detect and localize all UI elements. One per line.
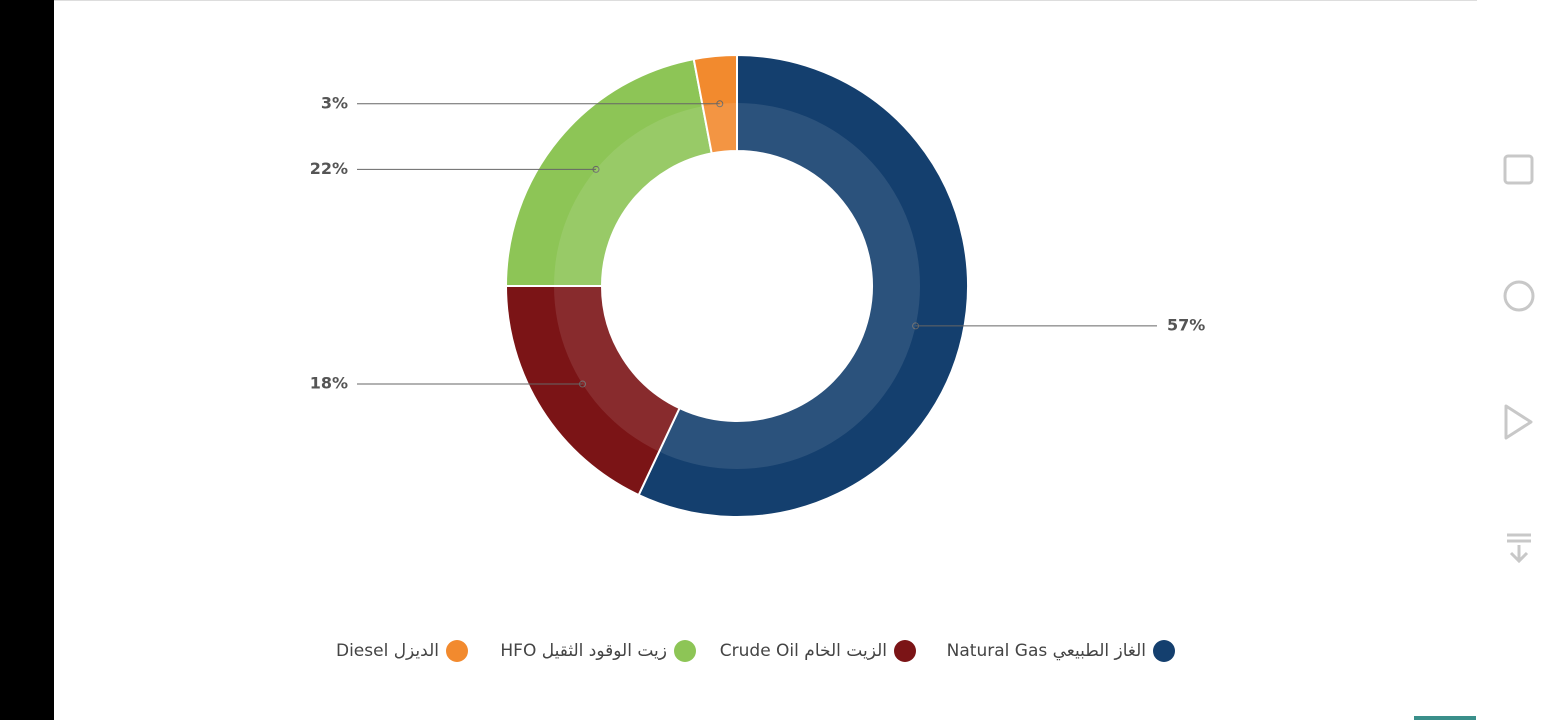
value-label: 18% [310,374,348,393]
slice [504,57,713,287]
left-bar [0,0,54,720]
label-dot [912,322,920,330]
legend-item[interactable]: الزيت الخام Crude Oil [720,640,916,662]
legend-swatch [446,640,468,662]
legend-label: زيت الوقود الثقيل HFO [500,641,667,661]
legend-label: الغاز الطبيعي Natural Gas [947,641,1146,661]
legend-item[interactable]: الديزل Diesel [336,640,468,662]
chart: 57% 18% 22% 3% الغاز الطبيعي Natural Gas الزي… [310,53,1205,662]
label-dot [592,165,600,173]
nav-bar [1503,154,1535,564]
home-button[interactable] [1503,280,1535,312]
label-dot [716,100,724,108]
legend-item[interactable]: الغاز الطبيعي Natural Gas [947,640,1175,662]
expand-button[interactable] [1507,533,1531,564]
legend-swatch [894,640,916,662]
value-label: 22% [310,159,348,178]
legend-item[interactable]: زيت الوقود الثقيل HFO [500,640,696,662]
value-label: 57% [1167,315,1205,334]
back-button[interactable] [1504,404,1533,440]
recent-button[interactable] [1503,154,1534,185]
label-dot [578,380,586,388]
bottom-tab [1414,716,1476,720]
legend-swatch [1153,640,1175,662]
legend-label: الديزل Diesel [336,641,439,661]
slice [637,53,969,518]
legend-swatch [674,640,696,662]
slice [504,285,681,497]
value-label: 3% [321,93,348,112]
legend-label: الزيت الخام Crude Oil [720,641,887,661]
